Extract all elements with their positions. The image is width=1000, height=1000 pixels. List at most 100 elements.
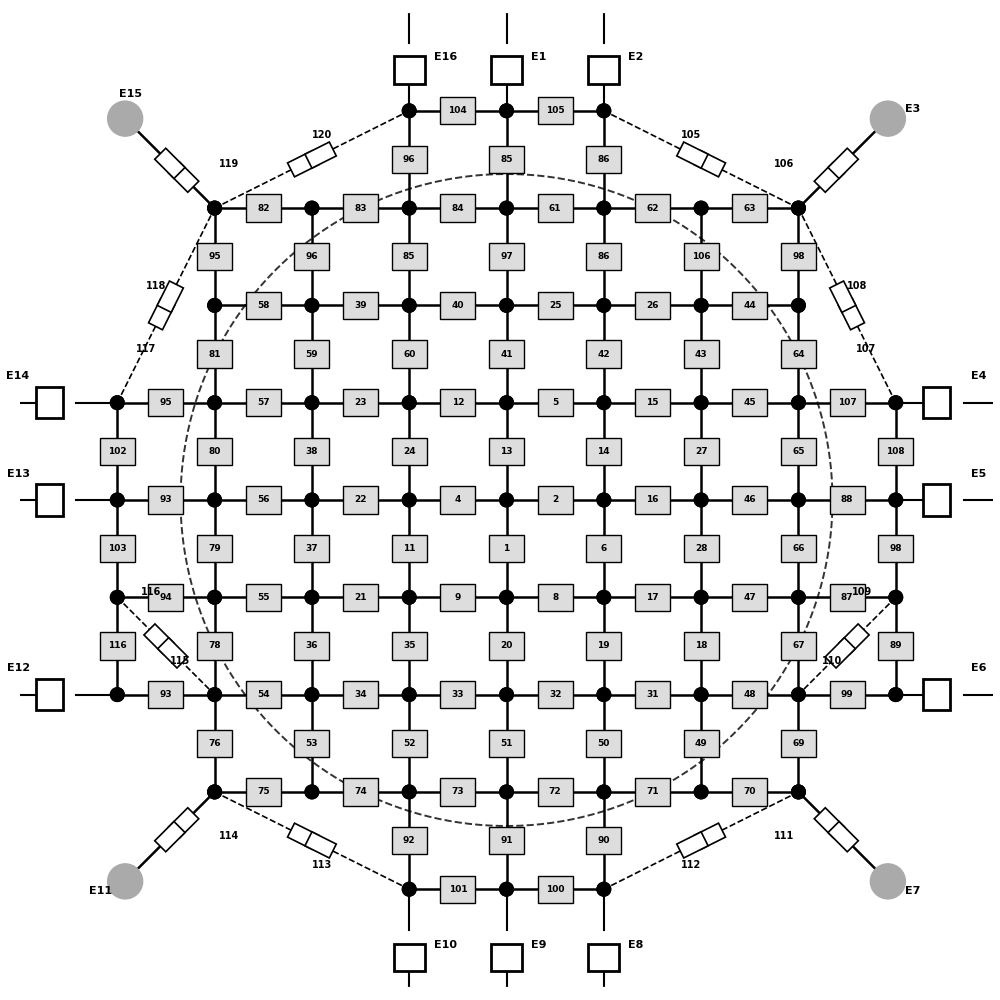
Text: 116: 116 [108, 641, 127, 650]
Text: 98: 98 [792, 252, 805, 261]
Circle shape [500, 785, 513, 799]
Text: 85: 85 [403, 252, 415, 261]
Circle shape [994, 386, 1000, 419]
Bar [781, 243, 816, 270]
Text: 98: 98 [889, 544, 902, 553]
Circle shape [208, 201, 221, 215]
Text: 120: 120 [312, 130, 332, 140]
Circle shape [305, 201, 319, 215]
Bar [732, 389, 767, 416]
Circle shape [597, 299, 611, 312]
Circle shape [597, 493, 611, 507]
Text: 51: 51 [500, 739, 513, 748]
Text: 5: 5 [552, 398, 558, 407]
Circle shape [694, 590, 708, 604]
Bar [491, 56, 522, 84]
Text: 44: 44 [743, 301, 756, 310]
Circle shape [792, 785, 805, 799]
Circle shape [208, 201, 221, 215]
Text: 89: 89 [889, 641, 902, 650]
Text: 96: 96 [306, 252, 318, 261]
Bar [294, 243, 329, 270]
Bar [148, 584, 183, 611]
Circle shape [0, 483, 19, 517]
Text: E1: E1 [531, 52, 546, 62]
Bar [781, 730, 816, 757]
Bar [100, 632, 135, 660]
Text: E3: E3 [905, 104, 920, 114]
Circle shape [694, 493, 708, 507]
Bar [392, 146, 427, 173]
Text: 50: 50 [598, 739, 610, 748]
Text: 82: 82 [257, 204, 270, 213]
Text: 2: 2 [552, 495, 558, 504]
Circle shape [305, 396, 319, 410]
Circle shape [110, 396, 124, 410]
Text: 96: 96 [403, 155, 416, 164]
Text: 74: 74 [354, 787, 367, 796]
Text: 55: 55 [257, 593, 270, 602]
Circle shape [500, 396, 513, 410]
Bar [305, 832, 336, 858]
Circle shape [694, 493, 708, 507]
Bar [830, 281, 856, 312]
Text: 42: 42 [598, 350, 610, 359]
Bar [148, 681, 183, 708]
Text: 97: 97 [500, 252, 513, 261]
Bar [684, 340, 719, 368]
Circle shape [402, 201, 416, 215]
Circle shape [305, 590, 319, 604]
Bar [440, 292, 475, 319]
Circle shape [889, 396, 903, 410]
Circle shape [393, 988, 426, 1000]
Bar [588, 56, 619, 84]
Circle shape [597, 201, 611, 215]
Text: 113: 113 [312, 860, 332, 870]
Circle shape [0, 678, 19, 711]
Text: 39: 39 [354, 301, 367, 310]
Bar [586, 827, 621, 854]
Text: 31: 31 [646, 690, 659, 699]
Bar [294, 535, 329, 562]
Bar [246, 486, 281, 514]
Text: 37: 37 [306, 544, 318, 553]
Bar [294, 438, 329, 465]
Bar [440, 194, 475, 222]
Text: E11: E11 [89, 886, 112, 896]
Circle shape [305, 299, 319, 312]
Circle shape [305, 493, 319, 507]
Circle shape [792, 688, 805, 701]
Bar [538, 389, 573, 416]
Text: 67: 67 [792, 641, 805, 650]
Text: 63: 63 [744, 204, 756, 213]
Text: E6: E6 [971, 663, 986, 673]
Bar [781, 340, 816, 368]
Text: 101: 101 [449, 885, 467, 894]
Circle shape [694, 590, 708, 604]
Text: 46: 46 [743, 495, 756, 504]
Circle shape [305, 201, 319, 215]
Bar [814, 808, 845, 838]
Circle shape [889, 590, 903, 604]
Circle shape [500, 590, 513, 604]
Bar [635, 292, 670, 319]
Circle shape [889, 396, 903, 410]
Bar [635, 778, 670, 806]
Text: 45: 45 [743, 398, 756, 407]
Circle shape [305, 299, 319, 312]
Text: 102: 102 [108, 447, 127, 456]
Text: 108: 108 [847, 281, 867, 291]
Text: 16: 16 [646, 495, 659, 504]
Bar [635, 486, 670, 514]
Bar [169, 808, 199, 838]
Text: 20: 20 [500, 641, 513, 650]
Bar [923, 484, 950, 516]
Text: 62: 62 [646, 204, 659, 213]
Circle shape [110, 493, 124, 507]
Text: 35: 35 [403, 641, 415, 650]
Bar [830, 389, 865, 416]
Bar [538, 681, 573, 708]
Circle shape [402, 493, 416, 507]
Circle shape [110, 396, 124, 410]
Circle shape [500, 396, 513, 410]
